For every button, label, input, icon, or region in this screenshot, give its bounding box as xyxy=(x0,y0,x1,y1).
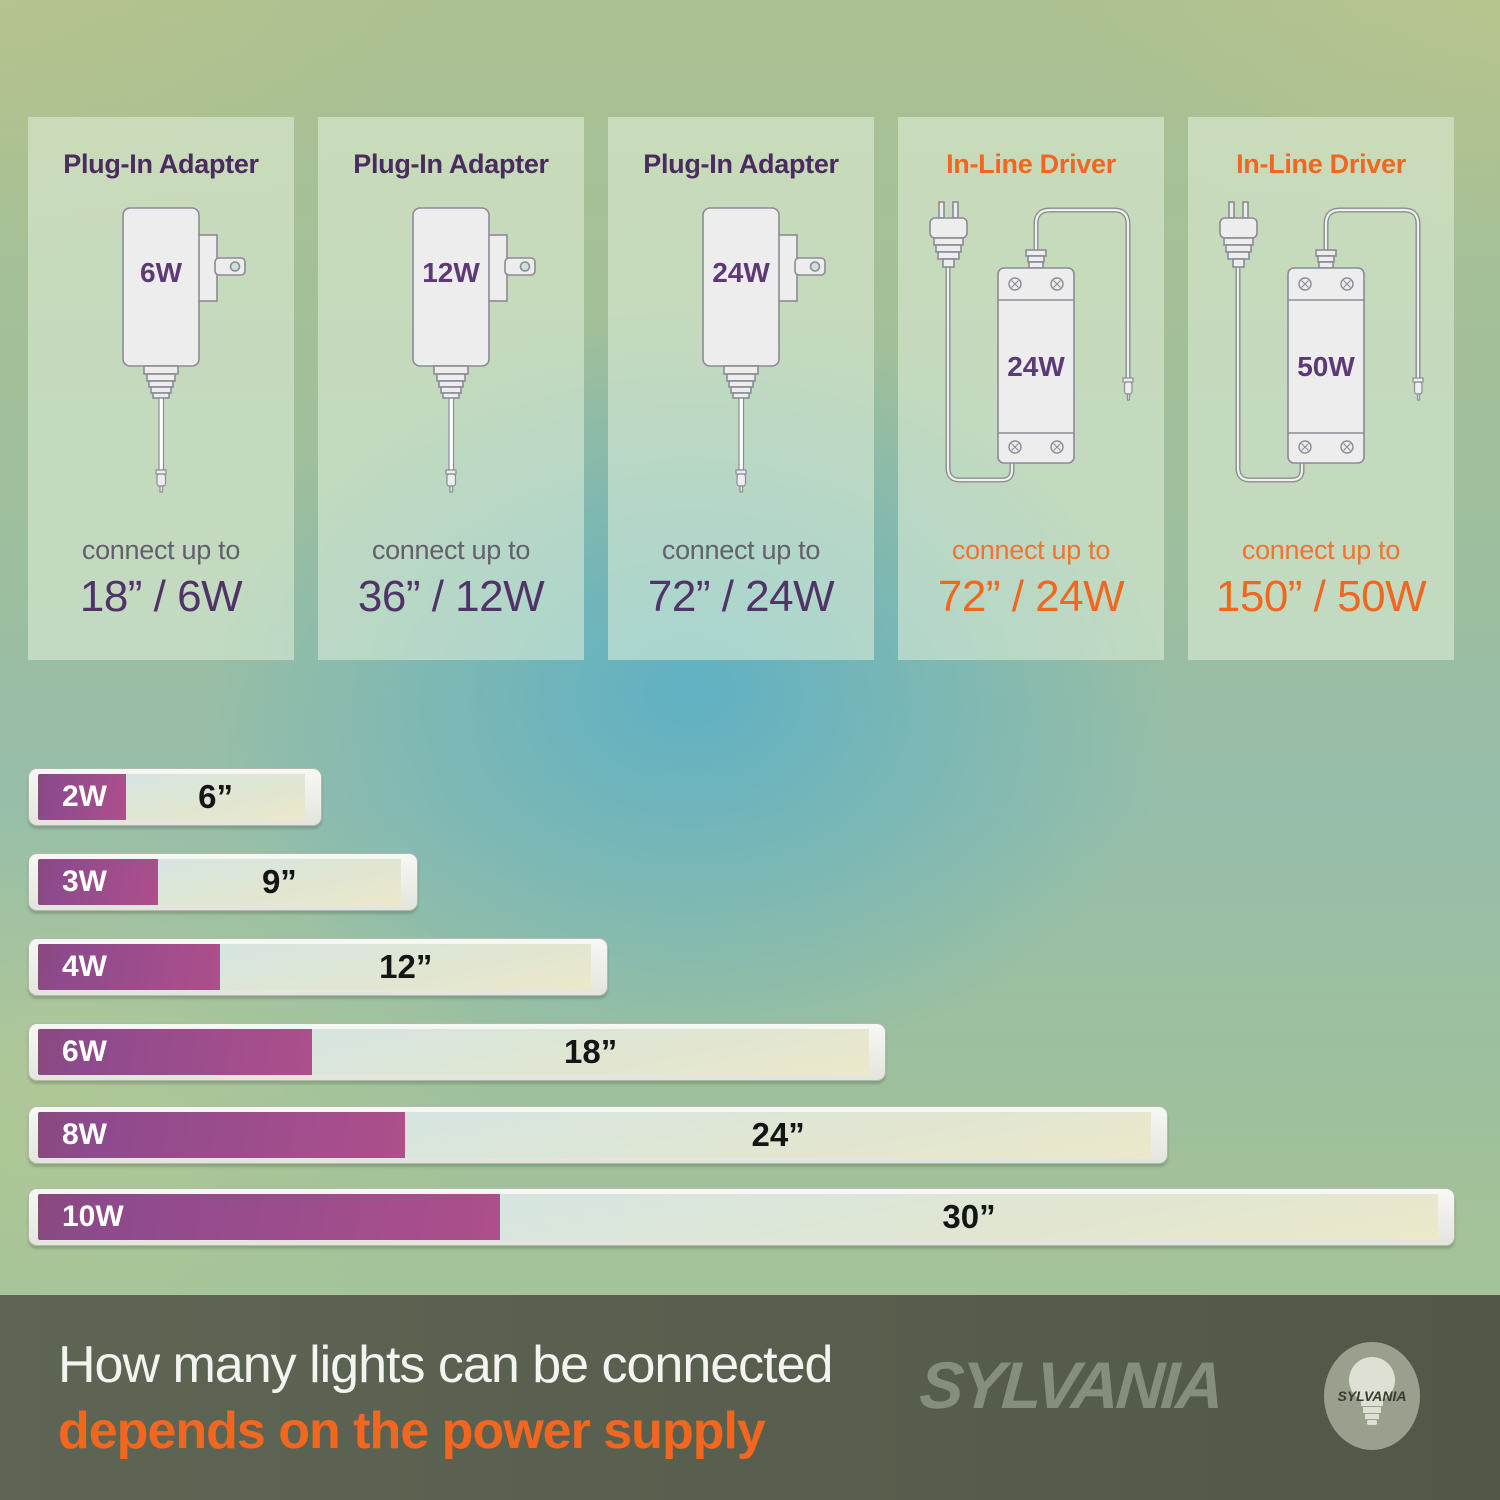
device-watt-label: 24W xyxy=(712,257,770,288)
device-watt-label: 50W xyxy=(1297,351,1355,382)
light-bar-2w: 2W 6” xyxy=(28,768,322,826)
plug-in-adapter-illustration: 6W xyxy=(28,180,294,515)
card-plug-in-adapter-12w: Plug-In Adapter 12W connect up to 36” / … xyxy=(318,117,584,660)
capacity-value: 18” / 6W xyxy=(79,572,243,621)
capacity-value: 150” / 50W xyxy=(1215,572,1427,621)
bar-watt-label: 2W xyxy=(38,774,127,820)
card-inline-driver-50w: In-Line Driver 50W connect up to 150” / … xyxy=(1188,117,1454,660)
inline-driver-illustration: 24W xyxy=(898,180,1164,515)
bar-length-label: 12” xyxy=(220,944,591,990)
light-bulb-icon xyxy=(1349,1357,1395,1425)
bar-watt-label: 3W xyxy=(38,859,158,905)
capacity-value: 72” / 24W xyxy=(937,572,1125,621)
footer-headline: How many lights can be connected xyxy=(58,1336,833,1394)
card-title: In-Line Driver xyxy=(946,149,1116,179)
bar-length-label: 30” xyxy=(500,1194,1438,1240)
connect-up-to-label: connect up to xyxy=(81,535,241,565)
bar-watt-label: 6W xyxy=(38,1029,313,1075)
footer-banner: How many lights can be connected depends… xyxy=(0,1295,1500,1500)
capacity-value: 72” / 24W xyxy=(647,572,835,621)
card-title: Plug-In Adapter xyxy=(643,149,839,179)
sylvania-wordmark: SYLVANIA xyxy=(917,1348,1224,1422)
connect-up-to-label: connect up to xyxy=(661,535,821,565)
light-bar-3w: 3W 9” xyxy=(28,853,418,911)
device-watt-label: 24W xyxy=(1007,351,1065,382)
plug-in-adapter-illustration: 12W xyxy=(318,180,584,515)
logo-text: SYLVANIA xyxy=(1338,1388,1407,1404)
card-title: Plug-In Adapter xyxy=(63,149,259,179)
connect-up-to-label: connect up to xyxy=(951,535,1111,565)
light-bar-8w: 8W 24” xyxy=(28,1106,1168,1164)
footer-subheadline: depends on the power supply xyxy=(58,1402,766,1460)
bar-length-label: 6” xyxy=(126,774,305,820)
power-supply-cards: Plug-In Adapter 6W connect up to 18” / 6… xyxy=(28,117,1472,660)
connect-up-to-label: connect up to xyxy=(1241,535,1401,565)
bar-length-label: 18” xyxy=(312,1029,869,1075)
light-bar-4w: 4W 12” xyxy=(28,938,608,996)
inline-driver-illustration: 50W xyxy=(1188,180,1454,515)
card-plug-in-adapter-24w: Plug-In Adapter 24W connect up to 72” / … xyxy=(608,117,874,660)
bar-watt-label: 4W xyxy=(38,944,221,990)
device-watt-label: 6W xyxy=(140,257,183,288)
light-bar-6w: 6W 18” xyxy=(28,1023,886,1081)
card-inline-driver-24w: In-Line Driver 24W connect up to 72” / 2… xyxy=(898,117,1164,660)
card-plug-in-adapter-6w: Plug-In Adapter 6W connect up to 18” / 6… xyxy=(28,117,294,660)
card-title: In-Line Driver xyxy=(1236,149,1406,179)
capacity-value: 36” / 12W xyxy=(357,572,545,621)
connect-up-to-label: connect up to xyxy=(371,535,531,565)
plug-in-adapter-illustration: 24W xyxy=(608,180,874,515)
sylvania-bulb-logo: SYLVANIA xyxy=(1324,1342,1420,1450)
bar-length-label: 24” xyxy=(405,1112,1151,1158)
light-bar-10w: 10W 30” xyxy=(28,1188,1455,1246)
card-title: Plug-In Adapter xyxy=(353,149,549,179)
device-watt-label: 12W xyxy=(422,257,480,288)
bar-watt-label: 8W xyxy=(38,1112,406,1158)
bar-watt-label: 10W xyxy=(38,1194,500,1240)
bar-length-label: 9” xyxy=(157,859,401,905)
